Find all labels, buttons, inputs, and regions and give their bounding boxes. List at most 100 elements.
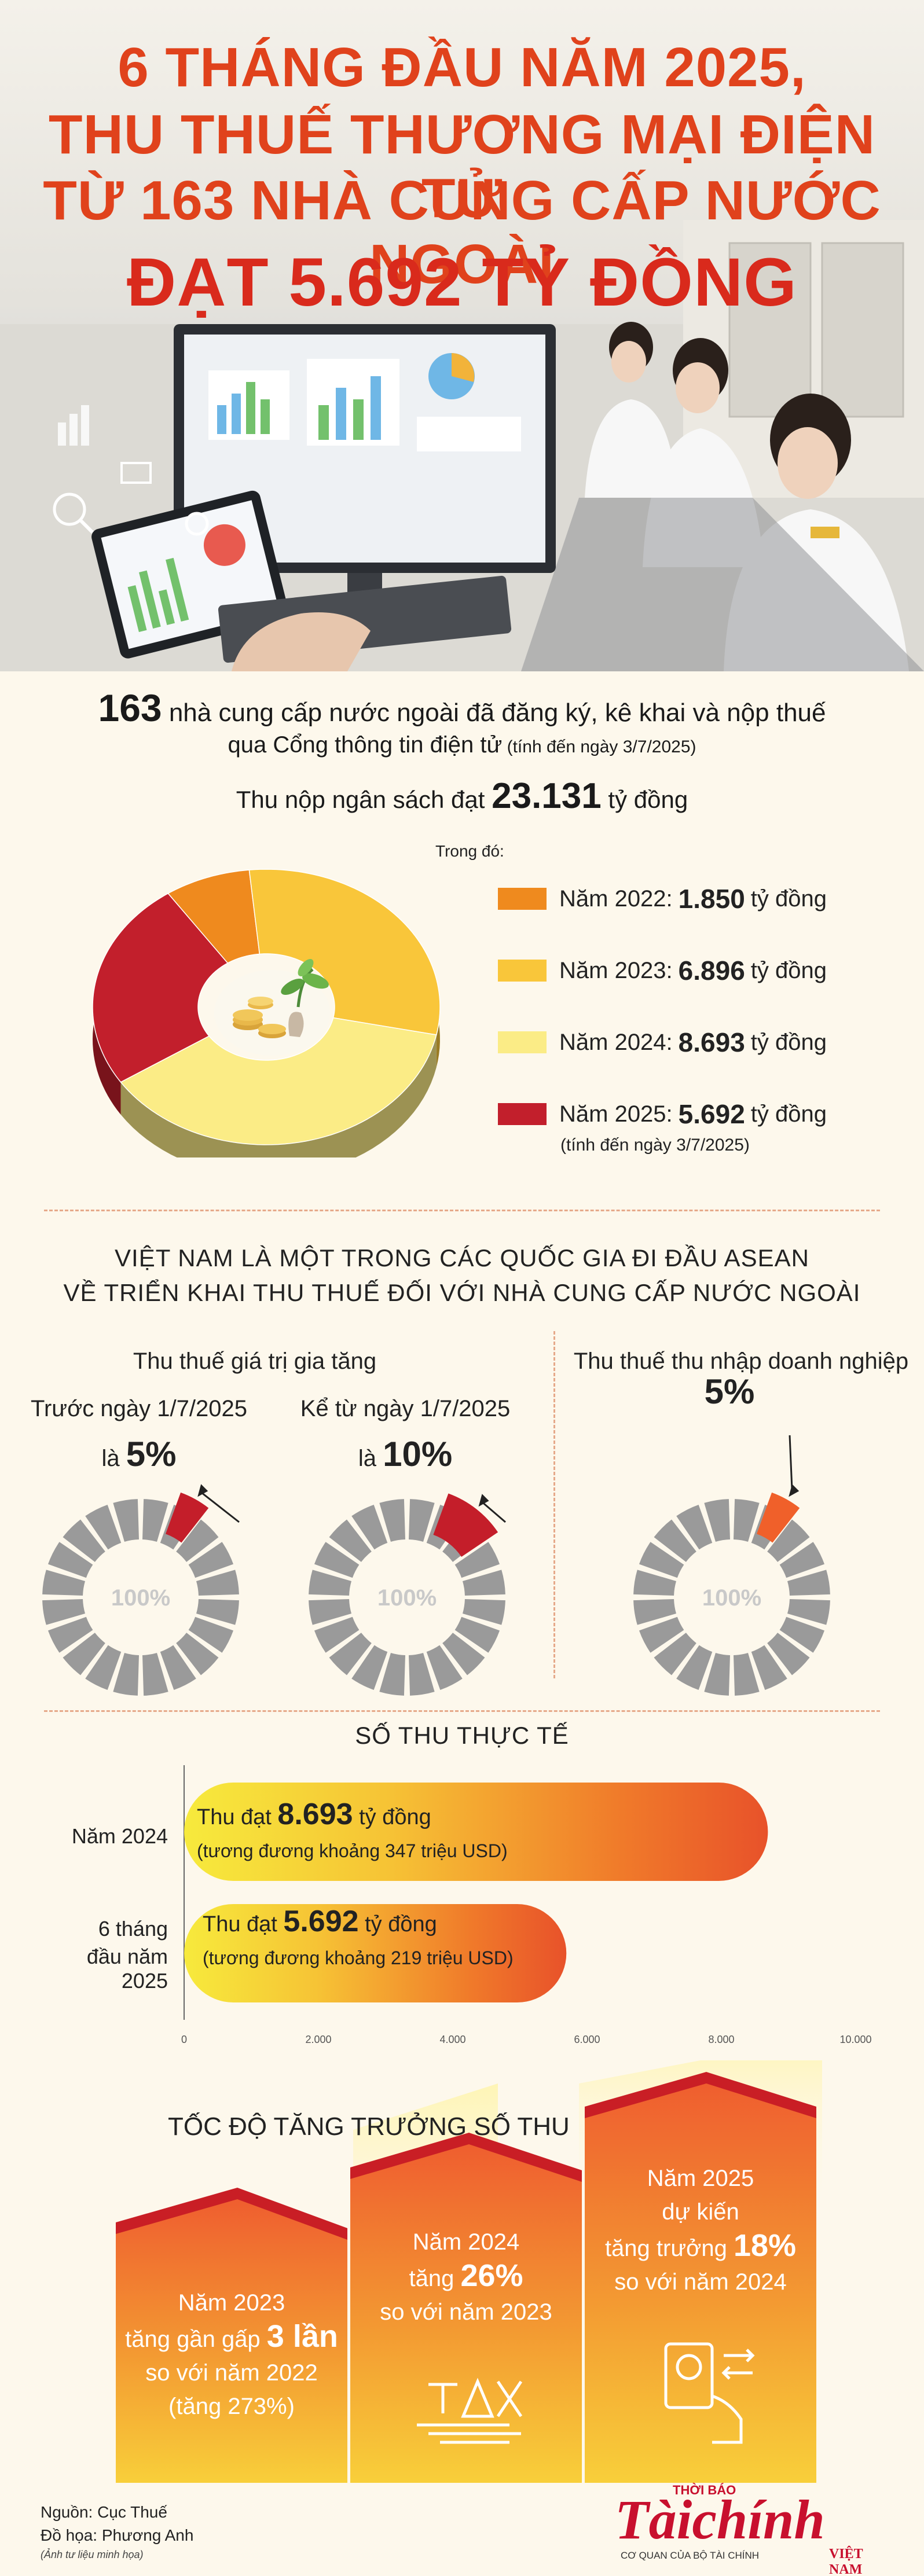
donut-segment [676, 1645, 713, 1691]
hero-banner: 6 THÁNG ĐẦU NĂM 2025, THU THUẾ THƯƠNG MẠ… [0, 0, 924, 671]
legend-label: Năm 2024: [559, 1029, 673, 1055]
bar-2025-usd: (tương đương khoảng 219 triệu USD) [203, 1947, 514, 1968]
intro-provider-count: 163 nhà cung cấp nước ngoài đã đăng ký, … [0, 686, 924, 730]
legend-swatch [498, 1031, 547, 1053]
intro-portal: qua Cổng thông tin điện tử (tính đến ngà… [0, 732, 924, 758]
logo-main-text: Tàichính [615, 2489, 825, 2551]
growth-2024-rate-pre: tăng [409, 2266, 461, 2291]
donut-arrowhead [478, 1494, 489, 1507]
bar-group: 0 2.000 4.000 6.000 8.000 10.000 [181, 1765, 872, 2045]
donut-segment [329, 1633, 372, 1675]
total-text-pre: Thu nộp ngân sách đạt [236, 786, 492, 813]
growth-2025-year: Năm 2025 [647, 2166, 754, 2191]
bar-2025-text: Thu đạt 5.692 tỷ đồng [203, 1904, 437, 1939]
donut-segment [767, 1519, 810, 1562]
donut-segment [176, 1633, 219, 1675]
donut-segment [42, 1598, 86, 1625]
donut-center-label: 100% [702, 1585, 761, 1611]
growth-card-2023: Năm 2023 tăng gần gấp 3 lần so với năm 2… [116, 2286, 347, 2423]
legend-item: Năm 2023: 6.896 tỷ đồng [498, 956, 827, 986]
bar-1 [184, 1783, 768, 1881]
divider-1 [44, 1210, 880, 1211]
donut-top [92, 869, 441, 1145]
vat-after-label: Kể từ ngày 1/7/2025 [300, 1396, 511, 1421]
tax-donut-1: 100% [42, 1484, 240, 1696]
donut-segment [309, 1570, 352, 1596]
bar-2025-value: 5.692 [283, 1905, 359, 1938]
donut-group: 100% 100% 100% [42, 1435, 830, 1696]
donut-segment [633, 1598, 677, 1625]
bar-2024-text-pre: Thu đạt [197, 1805, 278, 1829]
donut-segment [188, 1542, 234, 1578]
vat-after-rate-value: 10% [383, 1435, 453, 1473]
donut-segment [639, 1542, 684, 1578]
donut-segment [633, 1570, 677, 1596]
divider-2 [44, 1710, 880, 1712]
donut-segment [196, 1570, 239, 1596]
donut-highlight-segment [757, 1492, 800, 1543]
donut-segment [454, 1542, 500, 1578]
growth-card-2025: Năm 2025 dự kiến tăng trưởng 18% so với … [585, 2162, 816, 2299]
footer-photo-note: (Ảnh tư liệu minh họa) [41, 2549, 144, 2560]
donut-segment [676, 1504, 713, 1550]
donut-center-label: 100% [377, 1585, 437, 1611]
donut-segment [779, 1616, 825, 1653]
donut-segment [85, 1645, 122, 1691]
legend-swatch [498, 960, 547, 982]
donut-segment [160, 1645, 196, 1691]
donut-center-label: 100% [111, 1585, 170, 1611]
growth-2023-percent: (tăng 273%) [168, 2394, 295, 2419]
donut-slice-Năm-2025 [92, 892, 229, 1083]
legend-item: Năm 2024: 8.693 tỷ đồng [498, 1027, 827, 1057]
cit-rate: 5% [614, 1372, 845, 1412]
bar-tick-label: 4.000 [439, 2034, 465, 2045]
donut-segment [47, 1616, 93, 1653]
donut-segment [379, 1499, 406, 1542]
bar-2025-text-post: tỷ đồng [358, 1912, 437, 1936]
legend-unit: tỷ đồng [750, 957, 827, 983]
growth-card-2024: Năm 2024 tăng 26% so với năm 2023 [350, 2225, 582, 2329]
bar-2024-usd: (tương đương khoảng 347 triệu USD) [197, 1840, 508, 1861]
donut-segment [42, 1570, 86, 1596]
vat-before-label: Trước ngày 1/7/2025 [31, 1396, 247, 1421]
tax-donut-2: 100% [309, 1493, 506, 1696]
page-title-highlight: ĐẠT 5.692 TỶ ĐỒNG [127, 244, 797, 321]
donut-segment [454, 1616, 500, 1653]
vat-title: Thu thuế giá trị gia tăng [133, 1348, 377, 1374]
donut-highlight-segment [166, 1492, 209, 1543]
legend-unit: tỷ đồng [750, 1029, 827, 1055]
donut-segment [351, 1645, 388, 1691]
bar-2024-text: Thu đạt 8.693 tỷ đồng [197, 1797, 431, 1832]
growth-2025-compare: so với năm 2024 [614, 2269, 787, 2295]
vertical-divider [553, 1331, 555, 1678]
donut-segment [142, 1652, 168, 1696]
donut-arrowhead [789, 1484, 800, 1497]
portal-date-note: (tính đến ngày 3/7/2025) [502, 737, 696, 756]
donut-segment [309, 1598, 352, 1625]
donut-segment [442, 1633, 485, 1675]
growth-2024-rate: tăng 26% [350, 2259, 582, 2295]
donut-segment [767, 1633, 810, 1675]
tax-donut-3: 100% [633, 1435, 830, 1696]
donut-segment [113, 1499, 140, 1542]
publisher-logo[interactable]: THỜI BÁO Tàichính CƠ QUAN CỦA BỘ TÀI CHÍ… [615, 2483, 893, 2576]
bar-tick-label: 0 [181, 2034, 187, 2045]
donut-segment [314, 1616, 360, 1653]
donut-segment [733, 1652, 760, 1696]
tax-rate-donuts: 100% 100% 100% [42, 1435, 830, 1696]
growth-2024-rate-value: 26% [460, 2258, 523, 2293]
vat-before-rate: là 5% [23, 1434, 255, 1474]
legend-unit: tỷ đồng [750, 1101, 827, 1127]
asean-title-line-2: VỀ TRIỂN KHAI THU THUẾ ĐỐI VỚI NHÀ CUNG … [63, 1279, 861, 1306]
intro-total: Thu nộp ngân sách đạt 23.131 tỷ đồng [0, 776, 924, 817]
donut-segment [462, 1570, 505, 1596]
donut-segment [85, 1504, 122, 1550]
donut-segment [462, 1598, 505, 1625]
revenue-donut-chart [92, 869, 441, 1157]
hero-illustration [0, 220, 924, 671]
legend-value: 6.896 [678, 956, 745, 986]
growth-2025-rate-value: 18% [733, 2228, 797, 2263]
donut-segment [787, 1598, 830, 1625]
donut-segment [751, 1645, 787, 1691]
total-text-post: tỷ đồng [601, 786, 688, 813]
